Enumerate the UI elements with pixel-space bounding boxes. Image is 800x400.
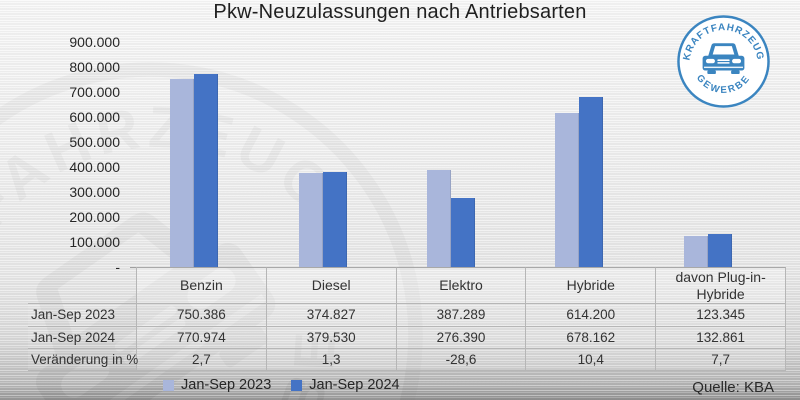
table-value-cell: 678.162 xyxy=(526,327,657,349)
bar xyxy=(579,97,604,267)
bar-group xyxy=(515,42,643,267)
table-value-cell: -28,6 xyxy=(396,349,527,371)
y-axis-tick: 200.000 xyxy=(69,209,120,225)
bar xyxy=(427,170,452,267)
y-axis-tick: 500.000 xyxy=(69,134,120,150)
legend-swatch xyxy=(291,379,303,391)
table-column-header: Diesel xyxy=(266,267,397,304)
table-value-cell: 374.827 xyxy=(266,304,397,327)
bar-group xyxy=(258,42,386,267)
y-axis: 900.000 800.000 700.000 600.000 500.000 400.0… xyxy=(18,33,120,293)
table-corner-cell xyxy=(28,267,137,304)
table-value-cell: 132.861 xyxy=(656,327,786,349)
y-axis-tick: - xyxy=(115,259,120,275)
table-value-cell: 2,7 xyxy=(137,349,267,371)
bar-group xyxy=(387,42,515,267)
table-column-header: Benzin xyxy=(137,267,267,304)
table-column-header: Elektro xyxy=(396,267,527,304)
table-value-cell: 614.200 xyxy=(526,304,657,327)
bar xyxy=(683,236,708,267)
table-value-cell: 770.974 xyxy=(137,327,267,349)
source-note: Quelle: KBA xyxy=(692,379,774,396)
plot-area xyxy=(130,42,772,268)
chart-title: Pkw-Neuzulassungen nach Antriebsarten xyxy=(213,1,587,23)
y-axis-tick: 300.000 xyxy=(69,184,120,200)
bar xyxy=(322,172,347,267)
table-row-label: Veränderung in % xyxy=(28,349,138,371)
y-axis-tick: 100.000 xyxy=(69,234,120,250)
y-axis-tick: 800.000 xyxy=(69,59,120,75)
legend: Jan-Sep 2023 Jan-Sep 2024 xyxy=(163,377,400,393)
bar xyxy=(298,173,323,267)
table-value-cell: 750.386 xyxy=(137,304,267,327)
bar-group xyxy=(644,42,772,267)
table-value-cell: 276.390 xyxy=(396,327,527,349)
table-value-cell: 10,4 xyxy=(526,349,657,371)
bar xyxy=(451,198,476,267)
table-value-cell: 1,3 xyxy=(266,349,397,371)
table-value-cell: 7,7 xyxy=(656,349,786,371)
y-axis-tick: 600.000 xyxy=(69,109,120,125)
legend-swatch xyxy=(163,379,174,391)
bar xyxy=(194,74,219,267)
y-axis-tick: 900.000 xyxy=(69,34,120,50)
legend-item: Jan-Sep 2024 xyxy=(291,377,400,393)
legend-item: Jan-Sep 2023 xyxy=(163,377,271,393)
table-column-header: Hybride xyxy=(526,267,657,304)
legend-label: Jan-Sep 2024 xyxy=(309,377,400,393)
bar-group xyxy=(130,42,258,267)
table-row-label: Jan-Sep 2024 xyxy=(28,327,137,349)
y-axis-tick: 700.000 xyxy=(69,84,120,100)
table-row-label: Jan-Sep 2023 xyxy=(28,304,137,327)
bar xyxy=(170,79,195,267)
table-value-cell: 123.345 xyxy=(656,304,786,327)
table-value-cell: 387.289 xyxy=(396,304,527,327)
table-value-cell: 379.530 xyxy=(266,327,397,349)
bar xyxy=(555,113,580,267)
y-axis-tick: 400.000 xyxy=(69,159,120,175)
legend-label: Jan-Sep 2023 xyxy=(181,377,272,393)
data-table: Benzin Diesel Elektro Hybride davon Plug-in-… xyxy=(28,267,786,371)
bar xyxy=(707,234,732,267)
table-column-header: davon Plug-in-Hybride xyxy=(656,267,786,304)
